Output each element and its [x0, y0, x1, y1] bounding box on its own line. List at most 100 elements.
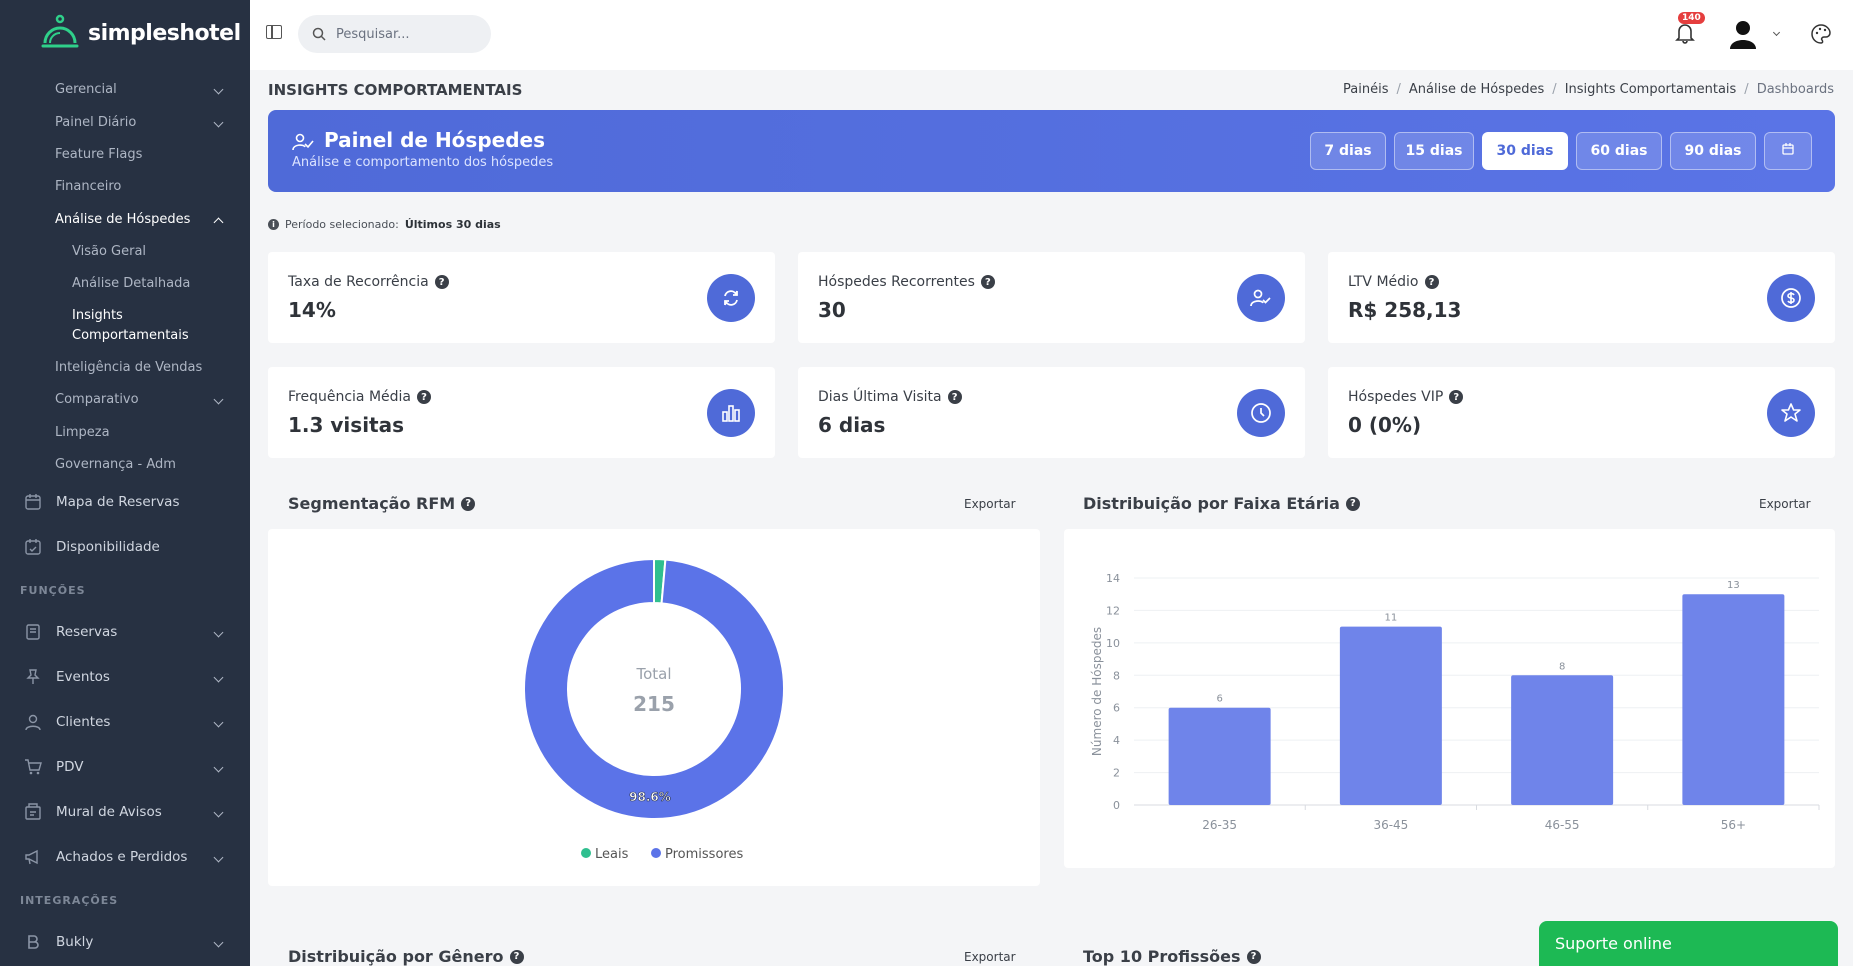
help-icon[interactable]: ? — [980, 275, 995, 289]
section-label-integracoes: INTEGRAÇÕES — [20, 894, 119, 907]
logo[interactable]: simpleshotel — [0, 0, 250, 66]
chevron-down-icon[interactable] — [213, 117, 224, 128]
sidebar-item-bukly[interactable]: Bukly — [24, 930, 234, 954]
pin-icon — [26, 669, 40, 684]
range-button-15[interactable]: 15 dias — [1394, 132, 1474, 170]
sidebar-item-achados-perdidos[interactable]: Achados e Perdidos — [24, 845, 234, 869]
y-tick-label: 14 — [1106, 572, 1120, 585]
kpi-label: Frequência Média? — [288, 389, 432, 405]
sidebar-item-comparativo[interactable]: Comparativo — [55, 392, 139, 407]
sidebar-item-eventos[interactable]: Eventos — [24, 665, 234, 689]
export-button[interactable]: Exportar — [964, 950, 1016, 964]
app-name: simpleshotel — [88, 20, 241, 46]
notification-badge: 140 — [1678, 12, 1705, 24]
bar-value-label: 11 — [1385, 613, 1398, 624]
legend-marker — [581, 848, 591, 858]
sidebar-item-pdv[interactable]: PDV — [24, 755, 234, 779]
help-icon[interactable]: ? — [1449, 390, 1464, 404]
help-icon[interactable]: ? — [417, 390, 432, 404]
bar-46-55[interactable] — [1511, 675, 1614, 805]
breadcrumb-current: Dashboards — [1756, 82, 1834, 97]
range-button-30[interactable]: 30 dias — [1482, 132, 1568, 170]
chevron-down-icon[interactable] — [213, 394, 224, 405]
range-button-60[interactable]: 60 dias — [1576, 132, 1662, 170]
help-icon[interactable]: ? — [1345, 496, 1360, 511]
kpi-card-recorrentes: Hóspedes Recorrentes? 30 — [798, 252, 1305, 343]
sidebar-item-label: Disponibilidade — [56, 539, 160, 555]
export-button[interactable]: Exportar — [964, 497, 1016, 511]
sidebar-item-inteligencia-vendas[interactable]: Inteligência de Vendas — [55, 360, 203, 375]
search-box[interactable] — [298, 15, 491, 53]
help-icon[interactable]: ? — [1246, 949, 1261, 964]
sidebar-item-governanca[interactable]: Governança - Adm — [55, 457, 176, 472]
sidebar-item-label: Mural de Avisos — [56, 804, 162, 820]
breadcrumb-item[interactable]: Análise de Hóspedes — [1408, 82, 1545, 97]
sidebar-item-clientes[interactable]: Clientes — [24, 710, 234, 734]
avatar[interactable] — [1726, 17, 1760, 51]
sidebar-item-label: Eventos — [56, 669, 110, 685]
kpi-value: 14% — [288, 298, 336, 322]
help-icon[interactable]: ? — [461, 496, 476, 511]
x-tick-label: 46-55 — [1545, 818, 1580, 832]
breadcrumb-item[interactable]: Insights Comportamentais — [1564, 82, 1737, 97]
export-button[interactable]: Exportar — [1759, 497, 1811, 511]
pie-slice-promissores[interactable] — [523, 557, 785, 820]
bell-logo-icon — [41, 14, 79, 48]
kpi-value: 30 — [818, 298, 846, 322]
sidebar-item-gerencial[interactable]: Gerencial — [55, 82, 117, 97]
kpi-value: 0 (0%) — [1348, 413, 1422, 437]
palette-icon[interactable] — [1810, 23, 1832, 45]
help-icon[interactable]: ? — [1424, 275, 1439, 289]
breadcrumb-item[interactable]: Painéis — [1343, 82, 1389, 97]
help-icon[interactable]: ? — [947, 390, 962, 404]
hero-title: Painel de Hóspedes — [324, 128, 545, 152]
sidebar-item-insights[interactable]: Insights Comportamentais — [72, 308, 189, 343]
help-icon[interactable]: ? — [509, 949, 524, 964]
bar-36-45[interactable] — [1339, 626, 1442, 805]
chevron-up-icon[interactable] — [213, 217, 224, 228]
donut-center-label: Total — [635, 665, 671, 683]
support-chat-button[interactable]: Suporte online — [1539, 921, 1838, 966]
section-title-professions: Top 10 Profissões? — [1083, 947, 1261, 966]
sidebar-item-mapa-reservas[interactable]: Mapa de Reservas — [24, 490, 234, 514]
calendar-icon — [1782, 143, 1794, 155]
x-tick-label: 36-45 — [1373, 818, 1408, 832]
sidebar-item-analise-hospedes[interactable]: Análise de Hóspedes — [55, 212, 191, 227]
sidebar-item-visao-geral[interactable]: Visão Geral — [72, 244, 147, 259]
sidebar-item-label: Bukly — [56, 934, 94, 950]
search-icon — [312, 27, 326, 41]
sidebar-item-label: Mapa de Reservas — [56, 494, 180, 510]
sidebar-toggle-icon[interactable] — [266, 25, 282, 39]
legend-item[interactable]: Promissores — [665, 847, 743, 862]
chevron-down-icon[interactable] — [213, 84, 224, 95]
sidebar-item-financeiro[interactable]: Financeiro — [55, 179, 122, 194]
search-input[interactable] — [336, 26, 476, 42]
help-icon[interactable]: ? — [434, 275, 449, 289]
cart-icon — [25, 759, 42, 775]
kpi-value: R$ 258,13 — [1348, 298, 1462, 322]
rfm-chart-panel: 98.6% Total 215 Leais Promissores — [268, 529, 1040, 886]
sidebar-item-feature-flags[interactable]: Feature Flags — [55, 147, 143, 162]
chevron-down-icon[interactable] — [1772, 28, 1781, 37]
bar-26-35[interactable] — [1168, 707, 1271, 805]
sidebar-item-painel-diario[interactable]: Painel Diário — [55, 115, 137, 130]
range-button-7[interactable]: 7 dias — [1310, 132, 1386, 170]
sidebar-item-label: PDV — [56, 759, 84, 775]
range-button-90[interactable]: 90 dias — [1670, 132, 1756, 170]
kpi-card-vip: Hóspedes VIP? 0 (0%) — [1328, 367, 1835, 458]
bell-icon[interactable] — [1675, 22, 1695, 44]
sidebar-item-mural-avisos[interactable]: Mural de Avisos — [24, 800, 234, 824]
notebook-icon — [26, 624, 40, 640]
sidebar-item-analise-detalhada[interactable]: Análise Detalhada — [72, 276, 191, 291]
sidebar: simpleshotel Gerencial Painel Diário Fea… — [0, 0, 250, 966]
kpi-card-frequencia: Frequência Média? 1.3 visitas — [268, 367, 775, 458]
sidebar-item-disponibilidade[interactable]: Disponibilidade — [24, 535, 234, 559]
sidebar-item-limpeza[interactable]: Limpeza — [55, 425, 110, 440]
sidebar-item-label: Achados e Perdidos — [56, 849, 188, 865]
legend-item[interactable]: Leais — [595, 847, 629, 862]
sidebar-item-reservas[interactable]: Reservas — [24, 620, 234, 644]
calendar-button[interactable] — [1764, 132, 1812, 170]
period-note: i Período selecionado: Últimos 30 dias — [268, 218, 501, 231]
bar-56+[interactable] — [1682, 594, 1785, 805]
period-value: Últimos 30 dias — [404, 218, 501, 231]
